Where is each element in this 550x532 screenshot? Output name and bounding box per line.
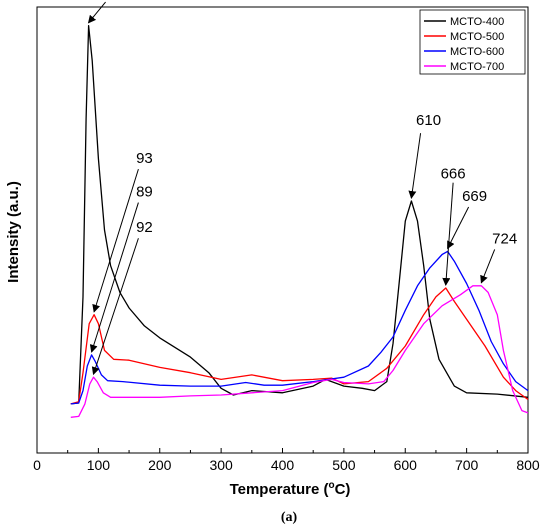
annotation-layer: 84 93 89 92 610 666 669 724 (87, 0, 517, 376)
peak-label: 89 (136, 184, 153, 201)
legend-label: MCTO-500 (450, 31, 504, 43)
peak-arrow (89, 202, 139, 353)
legend-label: MCTO-400 (450, 16, 504, 28)
x-tick-label: 700 (455, 457, 479, 473)
peak-arrow (480, 249, 496, 284)
peak-label: 666 (441, 166, 466, 183)
x-tick-label: 800 (516, 457, 540, 473)
series-line-mcto-600 (70, 250, 529, 405)
x-axis-title: Temperature (oC) (230, 480, 351, 498)
peak-arrow (92, 168, 139, 313)
peak-label: 93 (136, 150, 153, 167)
x-tick-label: 100 (87, 457, 111, 473)
series-line-mcto-700 (70, 285, 529, 418)
peak-arrow (442, 182, 454, 286)
y-axis-title: Intensity (a.u.) (5, 181, 22, 283)
peak-label: 610 (416, 112, 441, 129)
x-tick-label: 600 (394, 457, 418, 473)
x-tick-label: 500 (332, 457, 356, 473)
legend-label: MCTO-600 (450, 46, 504, 58)
peak-arrow (447, 206, 470, 250)
peak-label: 724 (492, 230, 517, 247)
peak-arrow (91, 238, 139, 376)
x-tick-label: 400 (271, 457, 295, 473)
x-tick-label: 300 (209, 457, 233, 473)
ticks-layer: 0 100 200 300 400 500 600 700 800 (33, 448, 540, 473)
x-tick-label: 200 (148, 457, 172, 473)
peak-label: 92 (136, 219, 153, 236)
legend-label: MCTO-700 (450, 61, 504, 73)
peak-arrow (87, 1, 106, 24)
peak-label: 84 (107, 0, 124, 2)
series-layer (70, 25, 529, 418)
series-line-mcto-400 (70, 25, 529, 405)
x-tick-label: 0 (33, 457, 41, 473)
peak-arrow (408, 133, 422, 200)
peak-label: 669 (462, 188, 487, 205)
series-line-mcto-500 (70, 287, 529, 405)
legend: MCTO-400 MCTO-500 MCTO-600 MCTO-700 (419, 9, 526, 75)
figure-caption: (a) (281, 510, 298, 525)
